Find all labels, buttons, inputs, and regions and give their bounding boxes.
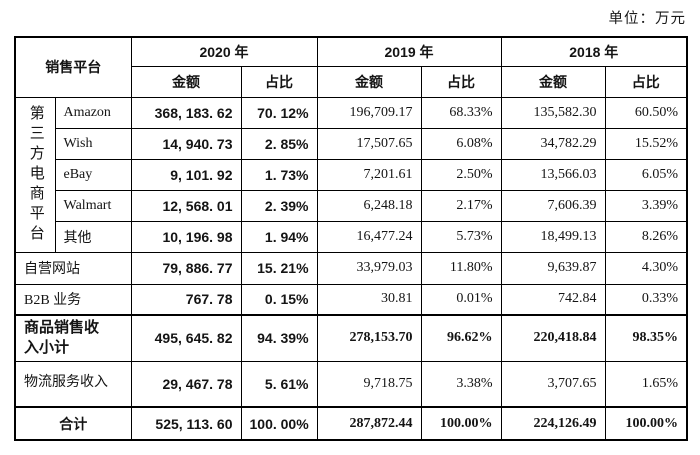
header-row-subcolumns: 金额 占比 金额 占比 金额 占比	[15, 65, 688, 98]
share-2018: 98.35%	[604, 314, 688, 362]
row-label: 商品销售收入小计	[14, 314, 132, 362]
sales-platform-revenue-table: 销售平台 2020 年 2019 年 2018 年 金额 占比 金额 占比 金额…	[14, 36, 689, 441]
share-2020: 2. 39%	[240, 189, 318, 222]
subheader-amount-2019: 金额	[316, 65, 422, 98]
group-label-text: 第三方电商平台	[27, 104, 44, 245]
row-label: 物流服务收入	[14, 360, 132, 408]
share-2019: 100.00%	[420, 406, 502, 441]
unit-label: 单位：万元	[608, 11, 686, 27]
amount-2020: 10, 196. 98	[130, 220, 242, 253]
share-2018: 4.30%	[604, 251, 688, 285]
share-2018: 15.52%	[604, 127, 688, 160]
table-row-ebay: eBay 9, 101. 92 1. 73% 7,201.61 2.50% 13…	[15, 158, 688, 191]
share-2019: 5.73%	[420, 220, 502, 253]
share-2019: 0.01%	[420, 283, 502, 316]
amount-2018: 220,418.84	[500, 314, 606, 362]
row-label-text: 商品销售收入小计	[24, 319, 100, 357]
table-row-logistics-revenue: 物流服务收入 29, 467. 78 5. 61% 9,718.75 3.38%…	[14, 360, 688, 408]
amount-2020: 12, 568. 01	[130, 189, 242, 222]
row-label: 其他	[54, 220, 132, 253]
amount-2019: 287,872.44	[316, 406, 422, 441]
share-2018: 100.00%	[604, 406, 688, 441]
amount-2018: 742.84	[500, 283, 606, 316]
amount-2018: 9,639.87	[500, 251, 606, 285]
subheader-amount-2018: 金额	[500, 65, 606, 98]
table-row-goods-revenue-subtotal: 商品销售收入小计 495, 645. 82 94. 39% 278,153.70…	[14, 314, 688, 362]
share-2019: 2.50%	[420, 158, 502, 191]
amount-2019: 196,709.17	[316, 96, 422, 129]
row-label: B2B 业务	[14, 283, 132, 316]
row-label-text: 物流服务收入	[24, 375, 108, 391]
amount-2020: 767. 78	[130, 283, 242, 316]
share-2020: 2. 85%	[240, 127, 318, 160]
row-label: Amazon	[54, 96, 132, 129]
column-header-platform: 销售平台	[14, 36, 132, 98]
amount-2018: 3,707.65	[500, 360, 606, 408]
share-2019: 11.80%	[420, 251, 502, 285]
group-label-third-party-platforms: 第三方电商平台	[14, 96, 56, 253]
amount-2020: 9, 101. 92	[130, 158, 242, 191]
share-2019: 96.62%	[420, 314, 502, 362]
table-row-b2b: B2B 业务 767. 78 0. 15% 30.81 0.01% 742.84…	[14, 283, 688, 316]
row-label: eBay	[54, 158, 132, 191]
table-row-own-website: 自营网站 79, 886. 77 15. 21% 33,979.03 11.80…	[14, 251, 688, 285]
share-2018: 1.65%	[604, 360, 688, 408]
share-2019: 68.33%	[420, 96, 502, 129]
amount-2018: 13,566.03	[500, 158, 606, 191]
table-row-other: 其他 10, 196. 98 1. 94% 16,477.24 5.73% 18…	[15, 220, 688, 253]
share-2018: 6.05%	[604, 158, 688, 191]
share-2020: 94. 39%	[240, 314, 318, 362]
row-label: Walmart	[54, 189, 132, 222]
table-row-total: 合计 525, 113. 60 100. 00% 287,872.44 100.…	[14, 406, 688, 441]
column-header-2019: 2019 年	[316, 36, 502, 67]
share-2020: 70. 12%	[240, 96, 318, 129]
subheader-amount-2020: 金额	[130, 65, 242, 98]
amount-2020: 79, 886. 77	[130, 251, 242, 285]
share-2020: 5. 61%	[240, 360, 318, 408]
amount-2020: 14, 940. 73	[130, 127, 242, 160]
subheader-share-2020: 占比	[240, 65, 318, 98]
share-2020: 0. 15%	[240, 283, 318, 316]
share-2018: 60.50%	[604, 96, 688, 129]
table-row-wish: Wish 14, 940. 73 2. 85% 17,507.65 6.08% …	[15, 127, 688, 160]
amount-2018: 18,499.13	[500, 220, 606, 253]
amount-2019: 6,248.18	[316, 189, 422, 222]
subheader-share-2018: 占比	[604, 65, 688, 98]
amount-2019: 33,979.03	[316, 251, 422, 285]
amount-2019: 16,477.24	[316, 220, 422, 253]
header-row-years: 销售平台 2020 年 2019 年 2018 年	[14, 36, 688, 98]
column-header-2020: 2020 年	[130, 36, 318, 67]
amount-2018: 135,582.30	[500, 96, 606, 129]
amount-2020: 29, 467. 78	[130, 360, 242, 408]
amount-2018: 224,126.49	[500, 406, 606, 441]
share-2020: 15. 21%	[240, 251, 318, 285]
amount-2019: 9,718.75	[316, 360, 422, 408]
row-label: 自营网站	[14, 251, 132, 285]
amount-2020: 495, 645. 82	[130, 314, 242, 362]
share-2018: 0.33%	[604, 283, 688, 316]
share-2019: 2.17%	[420, 189, 502, 222]
amount-2019: 7,201.61	[316, 158, 422, 191]
share-2018: 8.26%	[604, 220, 688, 253]
share-2019: 6.08%	[420, 127, 502, 160]
share-2019: 3.38%	[420, 360, 502, 408]
amount-2020: 525, 113. 60	[130, 406, 242, 441]
table-row-walmart: Walmart 12, 568. 01 2. 39% 6,248.18 2.17…	[15, 189, 688, 222]
subheader-share-2019: 占比	[420, 65, 502, 98]
share-2020: 100. 00%	[240, 406, 318, 441]
share-2020: 1. 94%	[240, 220, 318, 253]
amount-2020: 368, 183. 62	[130, 96, 242, 129]
share-2018: 3.39%	[604, 189, 688, 222]
amount-2019: 17,507.65	[316, 127, 422, 160]
row-label: Wish	[54, 127, 132, 160]
row-label: 合计	[14, 406, 132, 441]
amount-2019: 30.81	[316, 283, 422, 316]
amount-2019: 278,153.70	[316, 314, 422, 362]
column-header-2018: 2018 年	[500, 36, 688, 67]
amount-2018: 34,782.29	[500, 127, 606, 160]
share-2020: 1. 73%	[240, 158, 318, 191]
table-row-amazon: 第三方电商平台 Amazon 368, 183. 62 70. 12% 196,…	[14, 96, 688, 253]
amount-2018: 7,606.39	[500, 189, 606, 222]
